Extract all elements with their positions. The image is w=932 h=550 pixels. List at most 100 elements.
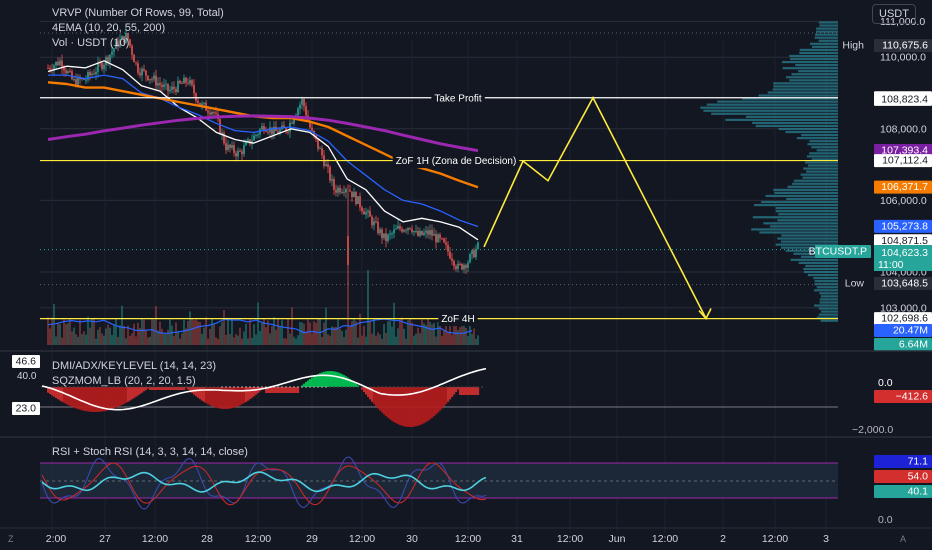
squeeze-dot [169, 386, 171, 388]
squeeze-dot [181, 386, 183, 388]
candle-body [191, 80, 193, 85]
volume-profile-row [761, 200, 838, 204]
candle-body [103, 65, 105, 69]
volume-bar [449, 319, 451, 345]
volume-profile-row [820, 295, 838, 298]
candle-body [141, 68, 143, 76]
time-label: 12:00 [762, 533, 788, 545]
volume-bar [431, 324, 433, 345]
volume-bar [299, 322, 301, 345]
candle-body [473, 250, 475, 258]
candle-body [367, 210, 369, 213]
squeeze-dot [321, 386, 323, 388]
squeeze-dot [129, 386, 131, 388]
squeeze-dot [317, 386, 319, 388]
volume-profile-row [773, 82, 838, 85]
volume-bar [83, 331, 85, 345]
volume-profile-row [745, 115, 838, 118]
momentum-bar [311, 377, 314, 387]
volume-bar [85, 334, 87, 345]
squeeze-dot [393, 386, 395, 388]
volume-bar [57, 323, 59, 345]
volume-bar [357, 337, 359, 345]
candle-body [325, 164, 327, 167]
candle-body [301, 99, 303, 105]
squeeze-dot [133, 386, 135, 388]
volume-profile-row [816, 149, 838, 152]
momentum-bar [435, 387, 438, 415]
volume-bar [305, 331, 307, 345]
volume-bar [205, 317, 207, 345]
vrvp-legend[interactable]: VRVP (Number Of Rows, 99, Total) [52, 7, 224, 19]
volume-bar [165, 334, 167, 345]
price-tag-bg [874, 312, 932, 326]
volume-profile-row [806, 155, 838, 158]
volume-bar [47, 317, 49, 345]
ema-legend[interactable]: 4EMA (10, 20, 55, 200) [52, 22, 166, 34]
volume-profile-row [773, 85, 838, 88]
volume-profile-row [793, 179, 838, 182]
candle-body [297, 108, 299, 116]
candle-body [345, 189, 347, 193]
price-tag: 106,371.7 [881, 181, 928, 193]
volume-bar [121, 305, 123, 345]
volume-profile-row [814, 283, 838, 286]
candle-body [311, 127, 313, 131]
volume-bar [395, 336, 397, 345]
volume-bar [231, 319, 233, 345]
momentum-bar [221, 387, 224, 409]
volume-bar [95, 338, 97, 345]
momentum-bar [57, 387, 60, 400]
momentum-bar [457, 387, 460, 390]
volume-bar [197, 321, 199, 345]
momentum-bar [413, 387, 416, 427]
squeeze-dot [125, 386, 127, 388]
momentum-bar [225, 387, 228, 409]
volume-bar [391, 326, 393, 345]
momentum-bar [247, 387, 250, 401]
momentum-bar [219, 387, 222, 409]
volume-bar [417, 327, 419, 345]
volume-bar [325, 307, 327, 345]
momentum-bar [59, 387, 62, 401]
volume-profile-row [780, 240, 838, 243]
volume-bar [287, 318, 289, 345]
momentum-bar [451, 387, 454, 397]
volume-legend[interactable]: Vol · USDT (10) [52, 37, 130, 49]
candle-body [237, 150, 239, 157]
candle-body [363, 211, 365, 215]
candle-body [333, 178, 335, 190]
candle-body [429, 230, 431, 235]
candle-body [235, 152, 237, 157]
squeeze-dot [197, 386, 199, 388]
candle-body [359, 196, 361, 208]
squeeze-dot [357, 386, 359, 388]
squeeze-dot [373, 386, 375, 388]
momentum-bar [187, 387, 190, 390]
volume-profile-row [770, 225, 838, 228]
volume-bar [383, 324, 385, 345]
momentum-bar [375, 387, 378, 407]
momentum-bar [365, 387, 368, 395]
candle-body [379, 229, 381, 234]
rsi-tag-stoch-k: 71.1 [908, 456, 929, 468]
dmi-right-tick-zero: 0.0 [878, 377, 893, 389]
momentum-bar [161, 387, 164, 390]
candle-body [129, 39, 131, 46]
volume-profile-row [814, 36, 838, 39]
volume-bar [271, 325, 273, 345]
candle-body [257, 134, 259, 136]
squeeze-dot [461, 386, 463, 388]
candle-body [423, 232, 425, 235]
momentum-bar [181, 387, 184, 390]
volume-bar [279, 326, 281, 345]
currency-button[interactable]: USDT [872, 4, 916, 24]
volume-profile-row [798, 261, 838, 264]
momentum-bar [403, 387, 406, 427]
volume-profile-row [755, 124, 838, 128]
squeeze-dot [429, 386, 431, 388]
volume-bar [441, 336, 443, 345]
momentum-bar [189, 387, 192, 392]
squeeze-dot [277, 386, 279, 388]
